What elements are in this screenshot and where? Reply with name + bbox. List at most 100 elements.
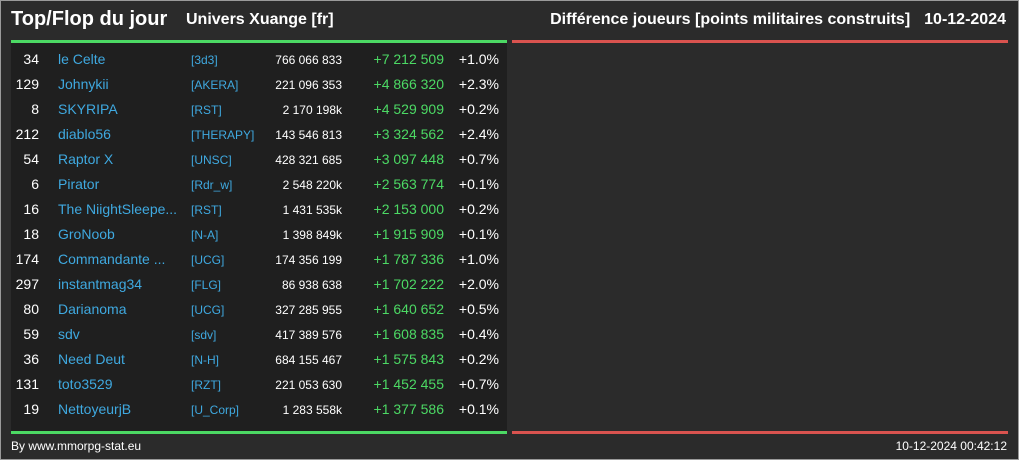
total-points: 684 155 467 — [275, 353, 342, 367]
player-name-link[interactable]: le Celte — [58, 51, 106, 67]
alliance-tag-link[interactable]: [RST] — [191, 103, 222, 117]
top-gainers-list: 34 le Celte [3d3] 766 066 833 +7 212 509 +1.0… — [11, 47, 507, 422]
table-row: 8 SKYRIPA [RST] 2 170 198k +4 529 909 +0.2% — [11, 97, 507, 122]
percent-change: +0.5% — [458, 301, 499, 317]
points-difference: +1 702 222 — [373, 276, 444, 292]
alliance-tag-link[interactable]: [AKERA] — [191, 78, 239, 92]
points-difference: +4 866 320 — [373, 76, 444, 92]
points-difference: +1 452 455 — [373, 376, 444, 392]
alliance-tag-link[interactable]: [UNSC] — [191, 153, 232, 167]
total-points: 428 321 685 — [275, 153, 342, 167]
player-name-link[interactable]: Need Deut — [58, 351, 125, 367]
player-name-link[interactable]: Pirator — [58, 176, 100, 192]
total-points: 1 398 849k — [282, 228, 342, 242]
player-rank: 18 — [23, 226, 39, 242]
universe-subtitle: Univers Xuange [fr] — [186, 11, 334, 28]
player-rank: 19 — [23, 401, 39, 417]
alliance-tag-link[interactable]: [UCG] — [191, 303, 225, 317]
percent-change: +0.1% — [458, 401, 499, 417]
alliance-tag-link[interactable]: [sdv] — [191, 328, 217, 342]
table-row: 54 Raptor X [UNSC] 428 321 685 +3 097 448 +0.… — [11, 147, 507, 172]
table-row: 18 GroNoob [N-A] 1 398 849k +1 915 909 +0.1% — [11, 222, 507, 247]
table-row: 16 The NiightSleepe... [RST] 1 431 535k +2 1… — [11, 197, 507, 222]
percent-change: +0.2% — [458, 351, 499, 367]
alliance-tag-link[interactable]: [U_Corp] — [191, 403, 240, 417]
alliance-tag-link[interactable]: [Rdr_w] — [191, 178, 233, 192]
player-rank: 16 — [23, 201, 39, 217]
player-name-link[interactable]: The NiightSleepe... — [58, 201, 178, 217]
footer-timestamp: 10-12-2024 00:42:12 — [895, 439, 1007, 453]
alliance-tag-link[interactable]: [3d3] — [191, 53, 218, 67]
alliance-tag-link[interactable]: [THERAPY] — [191, 128, 255, 142]
points-difference: +1 787 336 — [373, 251, 444, 267]
total-points: 327 285 955 — [275, 303, 342, 317]
percent-change: +0.7% — [458, 151, 499, 167]
table-row: 59 sdv [sdv] 417 389 576 +1 608 835 +0.4% — [11, 322, 507, 347]
player-name-link[interactable]: Darianoma — [58, 301, 127, 317]
page-title: Top/Flop du jour — [11, 8, 168, 30]
percent-change: +2.3% — [458, 76, 499, 92]
player-name-link[interactable]: SKYRIPA — [58, 101, 118, 117]
player-name-link[interactable]: NettoyeurjB — [58, 401, 132, 417]
player-rank: 131 — [15, 376, 39, 392]
player-name-link[interactable]: toto3529 — [58, 376, 113, 392]
player-rank: 212 — [15, 126, 39, 142]
player-rank: 6 — [31, 176, 39, 192]
total-points: 2 170 198k — [282, 103, 342, 117]
table-row: 80 Darianoma [UCG] 327 285 955 +1 640 652 +0.… — [11, 297, 507, 322]
alliance-tag-link[interactable]: [UCG] — [191, 253, 225, 267]
bottom-divider-red — [512, 431, 1008, 434]
player-rank: 36 — [23, 351, 39, 367]
percent-change: +2.4% — [458, 126, 499, 142]
player-name-link[interactable]: Johnykii — [58, 76, 109, 92]
total-points: 143 546 813 — [275, 128, 342, 142]
points-difference: +2 153 000 — [373, 201, 444, 217]
player-name-link[interactable]: diablo56 — [58, 126, 111, 142]
table-row: 212 diablo56 [THERAPY] 143 546 813 +3 324 56… — [11, 122, 507, 147]
player-name-link[interactable]: instantmag34 — [58, 276, 143, 292]
top-losers-panel — [512, 43, 1008, 431]
credit-link[interactable]: By www.mmorpg-stat.eu — [11, 439, 142, 453]
alliance-tag-link[interactable]: [RST] — [191, 203, 222, 217]
points-difference: +3 324 562 — [373, 126, 444, 142]
percent-change: +1.0% — [458, 251, 499, 267]
alliance-tag-link[interactable]: [FLG] — [191, 278, 222, 292]
table-row: 129 Johnykii [AKERA] 221 096 353 +4 866 320 +… — [11, 72, 507, 97]
points-difference: +7 212 509 — [373, 51, 444, 67]
total-points: 1 431 535k — [282, 203, 342, 217]
table-row: 6 Pirator [Rdr_w] 2 548 220k +2 563 774 +0.1% — [11, 172, 507, 197]
points-difference: +1 575 843 — [373, 351, 444, 367]
player-rank: 8 — [31, 101, 39, 117]
percent-change: +0.2% — [458, 101, 499, 117]
points-difference: +2 563 774 — [373, 176, 444, 192]
total-points: 766 066 833 — [275, 53, 342, 67]
points-difference: +1 640 652 — [373, 301, 444, 317]
alliance-tag-link[interactable]: [RZT] — [191, 378, 221, 392]
stat-label: Différence joueurs [points militaires co… — [550, 11, 911, 28]
alliance-tag-link[interactable]: [N-H] — [191, 353, 219, 367]
alliance-tag-link[interactable]: [N-A] — [191, 228, 219, 242]
points-difference: +1 915 909 — [373, 226, 444, 242]
player-rank: 174 — [15, 251, 39, 267]
total-points: 86 938 638 — [281, 278, 342, 292]
header: Top/Flop du jour Univers Xuange [fr] Dif… — [0, 0, 1019, 40]
player-name-link[interactable]: GroNoob — [58, 226, 115, 242]
total-points: 1 283 558k — [282, 403, 342, 417]
player-rank: 59 — [23, 326, 39, 342]
percent-change: +0.1% — [458, 226, 499, 242]
player-name-link[interactable]: sdv — [58, 326, 80, 342]
points-difference: +1 608 835 — [373, 326, 444, 342]
points-difference: +3 097 448 — [373, 151, 444, 167]
bottom-divider-green — [11, 431, 507, 434]
table-row: 131 toto3529 [RZT] 221 053 630 +1 452 455 +0.… — [11, 372, 507, 397]
percent-change: +0.4% — [458, 326, 499, 342]
player-name-link[interactable]: Commandante ... — [58, 251, 166, 267]
player-rank: 129 — [15, 76, 39, 92]
table-row: 36 Need Deut [N-H] 684 155 467 +1 575 843 +0.… — [11, 347, 507, 372]
percent-change: +2.0% — [458, 276, 499, 292]
total-points: 417 389 576 — [275, 328, 342, 342]
top-gainers-panel — [11, 43, 507, 431]
player-rank: 297 — [15, 276, 39, 292]
total-points: 174 356 199 — [275, 253, 342, 267]
player-name-link[interactable]: Raptor X — [58, 151, 114, 167]
